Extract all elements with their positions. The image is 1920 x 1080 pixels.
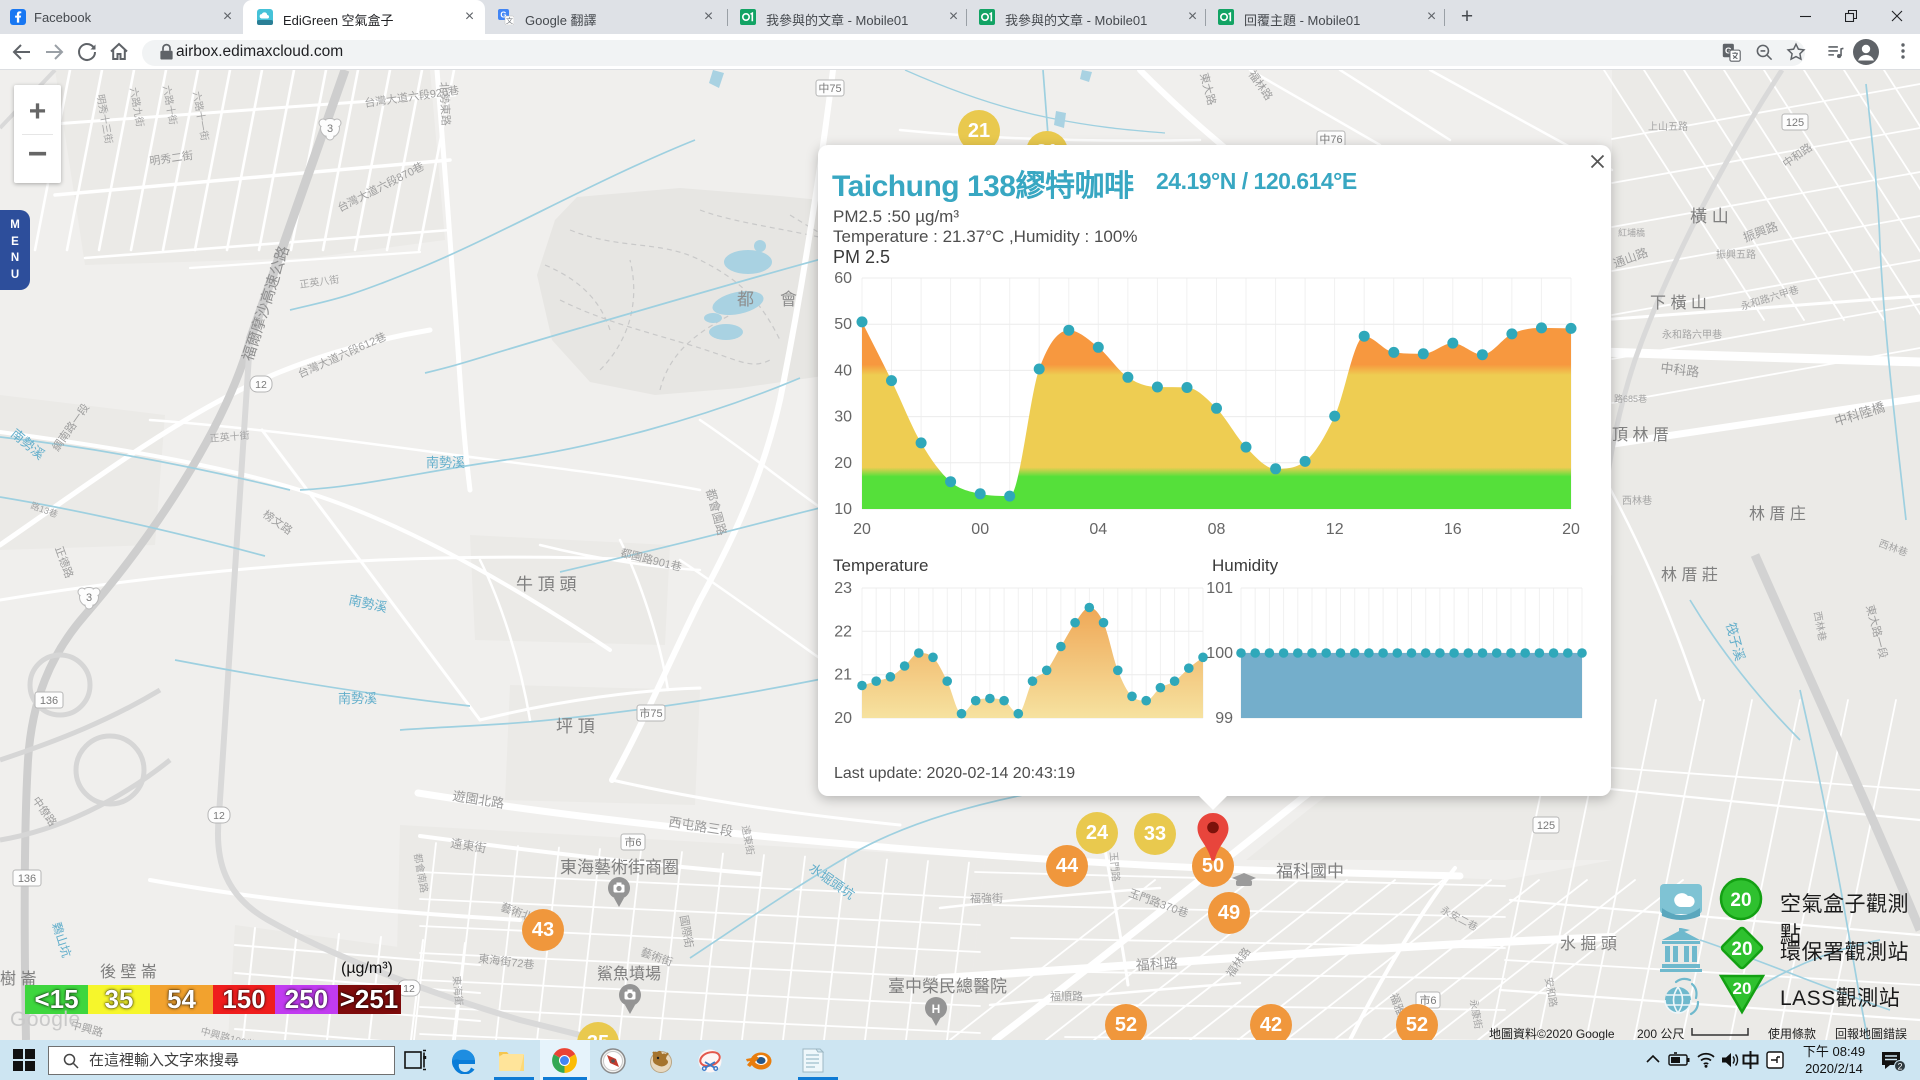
svg-text:G: G	[500, 11, 506, 20]
svg-text:遊園北路: 遊園北路	[452, 788, 506, 811]
svg-text:西林巷: 西林巷	[1622, 494, 1652, 507]
svg-text:04: 04	[1089, 521, 1107, 538]
svg-text:中僚路: 中僚路	[30, 794, 60, 828]
svg-text:水 掘 頭: 水 掘 頭	[1560, 935, 1617, 953]
svg-text:12: 12	[403, 983, 415, 995]
svg-text:40: 40	[834, 362, 852, 379]
svg-text:文: 文	[506, 16, 513, 25]
svg-text:20: 20	[1731, 939, 1752, 960]
svg-text:50: 50	[834, 316, 852, 333]
svg-text:遠東街: 遠東街	[450, 836, 488, 855]
svg-text:上山五路: 上山五路	[1648, 120, 1688, 133]
svg-text:136: 136	[40, 695, 58, 707]
svg-text:永和路六甲巷: 永和路六甲巷	[1662, 328, 1722, 341]
svg-text:3: 3	[327, 123, 333, 135]
svg-text:東海藝術街商圈: 東海藝術街商圈	[560, 858, 679, 877]
svg-text:Humidity: Humidity	[1212, 556, 1279, 575]
svg-text:福強街: 福強街	[970, 891, 1003, 905]
svg-text:23: 23	[834, 580, 852, 597]
svg-text:福順路: 福順路	[1050, 989, 1083, 1003]
svg-text:125: 125	[1786, 117, 1804, 129]
svg-text:00: 00	[971, 521, 989, 538]
svg-text:下 橫 山: 下 橫 山	[1650, 294, 1707, 312]
svg-text:10: 10	[834, 501, 852, 518]
svg-text:20: 20	[834, 455, 852, 472]
svg-text:20: 20	[1733, 979, 1752, 998]
svg-text:市75: 市75	[639, 706, 662, 720]
svg-text:21: 21	[834, 667, 852, 684]
svg-text:東大路: 東大路	[1197, 71, 1219, 106]
svg-text:榜文路: 榜文路	[260, 507, 295, 537]
svg-text:北勢東路: 北勢東路	[437, 81, 453, 126]
svg-text:南勢溪: 南勢溪	[338, 691, 377, 706]
svg-text:101: 101	[1206, 580, 1233, 597]
svg-text:林 厝 莊: 林 厝 莊	[1661, 566, 1718, 584]
svg-text:20: 20	[1562, 521, 1580, 538]
svg-text:東海街: 東海街	[450, 975, 466, 1006]
svg-text:樹 崙: 樹 崙	[0, 970, 36, 988]
svg-text:玉門路: 玉門路	[1107, 851, 1123, 882]
svg-text:鷅山坑: 鷅山坑	[49, 920, 74, 959]
svg-text:市6: 市6	[624, 835, 641, 849]
svg-text:G: G	[1725, 45, 1732, 55]
svg-text:136: 136	[18, 873, 36, 885]
svg-text:16: 16	[1444, 521, 1462, 538]
svg-text:3: 3	[86, 592, 92, 604]
svg-text:99: 99	[1215, 710, 1233, 727]
svg-text:H: H	[932, 1002, 941, 1016]
svg-text:西屯路三段: 西屯路三段	[668, 814, 735, 839]
svg-text:20: 20	[853, 521, 871, 538]
svg-text:60: 60	[834, 270, 852, 287]
svg-text:2: 2	[1897, 1062, 1902, 1072]
svg-text:橫 山: 橫 山	[1690, 207, 1729, 226]
svg-text:12: 12	[1326, 521, 1344, 538]
svg-text:頂 林 厝: 頂 林 厝	[1612, 426, 1669, 444]
svg-text:中76: 中76	[1319, 133, 1342, 146]
svg-text:福林路: 福林路	[1246, 70, 1276, 103]
svg-text:正英八街: 正英八街	[299, 273, 340, 291]
svg-text:12: 12	[255, 379, 267, 391]
svg-text:路685巷: 路685巷	[1614, 393, 1647, 404]
svg-text:南勢溪: 南勢溪	[347, 592, 388, 615]
svg-text:林 厝 庄: 林 厝 庄	[1749, 505, 1806, 523]
svg-text:後 壁 崙: 後 壁 崙	[100, 962, 157, 981]
svg-text:100: 100	[1206, 645, 1233, 662]
svg-text:坪 頂: 坪 頂	[556, 717, 595, 736]
svg-text:20: 20	[834, 710, 852, 727]
svg-text:中科路: 中科路	[1660, 360, 1701, 380]
svg-text:都會園路: 都會園路	[703, 487, 730, 537]
svg-text:22: 22	[834, 623, 852, 640]
svg-text:12: 12	[213, 810, 225, 822]
svg-text:正德路: 正德路	[52, 544, 76, 580]
svg-text:台灣大道六段612巷: 台灣大道六段612巷	[296, 329, 389, 381]
svg-text:20: 20	[1730, 890, 1751, 911]
svg-text:臺中榮民總醫院: 臺中榮民總醫院	[888, 977, 1007, 996]
svg-text:Temperature: Temperature	[833, 556, 928, 575]
svg-text:市6: 市6	[1419, 993, 1436, 1007]
svg-text:振興五路: 振興五路	[1716, 248, 1756, 261]
svg-text:鯊魚墳場: 鯊魚墳場	[597, 965, 661, 983]
svg-text:中75: 中75	[818, 82, 841, 95]
svg-text:30: 30	[834, 409, 852, 426]
svg-text:正英十街: 正英十街	[209, 429, 250, 445]
svg-text:牛 頂 頭: 牛 頂 頭	[516, 575, 576, 594]
svg-text:福爾摩沙高速公路: 福爾摩沙高速公路	[239, 244, 293, 364]
svg-text:08: 08	[1208, 521, 1226, 538]
svg-text:南勢溪: 南勢溪	[426, 455, 465, 470]
svg-text:紅埔橋: 紅埔橋	[1618, 227, 1645, 238]
svg-text:125: 125	[1537, 820, 1555, 832]
svg-text:福科國中: 福科國中	[1276, 862, 1344, 881]
svg-text:福科路: 福科路	[1135, 955, 1178, 973]
